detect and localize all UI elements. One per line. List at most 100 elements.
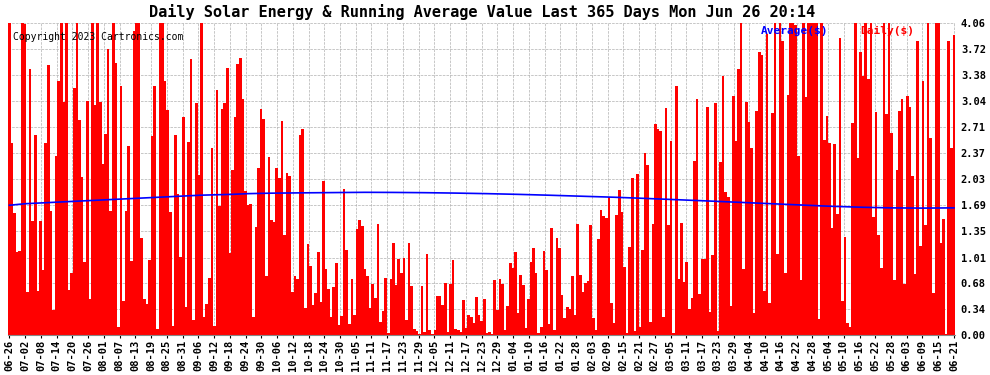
- Bar: [13, 213, 16, 335]
- Bar: [917, 41, 919, 335]
- Bar: [602, 216, 605, 335]
- Bar: [78, 120, 81, 335]
- Bar: [776, 254, 779, 335]
- Bar: [667, 225, 670, 335]
- Bar: [161, 23, 163, 335]
- Bar: [480, 321, 483, 335]
- Bar: [763, 291, 766, 335]
- Bar: [29, 69, 32, 335]
- Bar: [273, 222, 275, 335]
- Bar: [545, 270, 547, 335]
- Bar: [566, 308, 568, 335]
- Bar: [146, 304, 148, 335]
- Bar: [944, 334, 947, 335]
- Bar: [120, 86, 123, 335]
- Bar: [522, 285, 525, 335]
- Bar: [642, 250, 644, 335]
- Bar: [19, 251, 21, 335]
- Bar: [299, 135, 301, 335]
- Bar: [94, 105, 96, 335]
- Bar: [717, 331, 719, 335]
- Bar: [685, 262, 688, 335]
- Bar: [872, 217, 875, 335]
- Bar: [387, 333, 390, 335]
- Bar: [226, 68, 229, 335]
- Bar: [211, 148, 213, 335]
- Bar: [834, 144, 836, 335]
- Bar: [888, 23, 890, 335]
- Bar: [538, 333, 541, 335]
- Bar: [843, 237, 846, 335]
- Bar: [270, 220, 273, 335]
- Bar: [854, 23, 856, 335]
- Bar: [637, 174, 639, 335]
- Bar: [485, 333, 488, 335]
- Bar: [75, 23, 78, 335]
- Bar: [27, 292, 29, 335]
- Bar: [584, 284, 587, 335]
- Bar: [808, 23, 810, 335]
- Bar: [413, 330, 416, 335]
- Bar: [815, 23, 818, 335]
- Bar: [768, 303, 771, 335]
- Bar: [57, 81, 60, 335]
- Bar: [11, 143, 13, 335]
- Bar: [787, 95, 789, 335]
- Bar: [869, 23, 872, 335]
- Bar: [382, 311, 384, 335]
- Bar: [32, 221, 34, 335]
- Bar: [278, 178, 280, 335]
- Bar: [550, 228, 553, 335]
- Bar: [581, 292, 584, 335]
- Bar: [922, 81, 924, 335]
- Bar: [952, 35, 955, 335]
- Bar: [426, 254, 429, 335]
- Bar: [216, 90, 219, 335]
- Bar: [128, 146, 130, 335]
- Bar: [520, 275, 522, 335]
- Bar: [451, 260, 454, 335]
- Bar: [174, 135, 177, 335]
- Bar: [501, 284, 504, 335]
- Bar: [563, 318, 566, 335]
- Bar: [163, 81, 166, 335]
- Bar: [179, 257, 182, 335]
- Bar: [483, 298, 485, 335]
- Bar: [48, 64, 50, 335]
- Bar: [478, 315, 480, 335]
- Bar: [275, 168, 278, 335]
- Bar: [613, 323, 616, 335]
- Bar: [631, 178, 634, 335]
- Bar: [99, 102, 102, 335]
- Bar: [950, 148, 952, 335]
- Bar: [449, 284, 451, 335]
- Bar: [130, 261, 133, 335]
- Bar: [410, 286, 413, 335]
- Bar: [701, 259, 704, 335]
- Bar: [561, 295, 563, 335]
- Bar: [374, 298, 376, 335]
- Bar: [262, 119, 265, 335]
- Bar: [680, 223, 683, 335]
- Bar: [608, 196, 610, 335]
- Bar: [8, 23, 11, 335]
- Bar: [309, 266, 312, 335]
- Bar: [512, 268, 514, 335]
- Bar: [792, 23, 794, 335]
- Bar: [932, 293, 935, 335]
- Bar: [706, 107, 709, 335]
- Bar: [54, 156, 57, 335]
- Bar: [112, 23, 115, 335]
- Bar: [525, 328, 527, 335]
- Bar: [252, 317, 254, 335]
- Bar: [104, 135, 107, 335]
- Bar: [96, 23, 99, 335]
- Bar: [543, 251, 545, 335]
- Bar: [123, 301, 125, 335]
- Bar: [239, 58, 242, 335]
- Bar: [320, 303, 322, 335]
- Bar: [91, 23, 94, 335]
- Bar: [237, 64, 239, 335]
- Bar: [169, 211, 171, 335]
- Bar: [467, 315, 470, 335]
